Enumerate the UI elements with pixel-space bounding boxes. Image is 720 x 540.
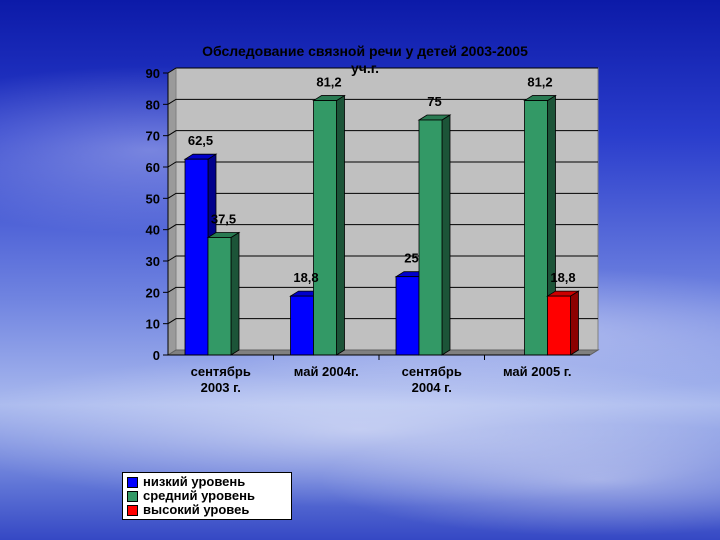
plot-side-wall <box>167 67 177 356</box>
legend-swatch-high <box>127 504 138 516</box>
legend-label-medium: средний уровень <box>143 488 255 503</box>
y-tick-label: 40 <box>146 223 160 238</box>
legend-swatch-medium <box>127 490 138 502</box>
gridline <box>167 255 598 262</box>
gridline <box>167 286 598 293</box>
y-tick-label: 90 <box>146 66 160 81</box>
data-labels: 62,5 37,5 18,8 81,2 25 75 81,2 18,8 <box>188 75 576 286</box>
data-label: 25 <box>404 251 418 266</box>
data-label: 18,8 <box>293 270 318 285</box>
gridline <box>167 318 598 325</box>
legend: низкий уровень средний уровень высокий у… <box>122 472 292 520</box>
y-tick-label: 70 <box>146 129 160 144</box>
y-tick-label: 20 <box>146 285 160 300</box>
y-tick-label: 50 <box>146 191 160 206</box>
data-label: 81,2 <box>316 75 341 90</box>
bar <box>417 114 452 356</box>
y-tick-label: 30 <box>146 254 160 269</box>
legend-item-high: высокий уровеь <box>127 503 287 517</box>
chart-title-line-2: уч.г. <box>351 60 379 76</box>
gridline <box>167 192 598 199</box>
x-tick-label: 2003 г. <box>201 380 241 395</box>
gridline <box>167 224 598 231</box>
y-tick-label: 0 <box>153 348 160 363</box>
gridline <box>167 98 598 105</box>
bar <box>206 231 241 356</box>
bar <box>523 94 557 356</box>
chart-title-line-1: Обследование связной речи у детей 2003-2… <box>202 43 528 59</box>
gridlines <box>167 67 598 325</box>
x-tick-label: сентябрь <box>191 364 251 379</box>
gridline <box>167 161 598 168</box>
bars <box>183 94 580 356</box>
legend-label-low: низкий уровень <box>143 474 246 489</box>
legend-item-medium: средний уровень <box>127 489 287 503</box>
data-label: 81,2 <box>527 75 552 90</box>
legend-swatch-low <box>127 476 138 488</box>
data-label: 37,5 <box>211 212 236 227</box>
data-label: 75 <box>427 94 441 109</box>
legend-item-low: низкий уровень <box>127 475 287 489</box>
x-tick-label: сентябрь <box>402 364 462 379</box>
bar <box>312 94 346 356</box>
gridline <box>167 130 598 137</box>
bar <box>546 290 580 356</box>
legend-label-high: высокий уровеь <box>143 502 250 517</box>
y-tick-label: 60 <box>146 160 160 175</box>
data-label: 18,8 <box>550 270 575 285</box>
gridline <box>167 67 598 74</box>
x-tick-label: май 2005 г. <box>503 364 572 379</box>
y-tick-label: 10 <box>146 317 160 332</box>
x-tick-label: 2004 г. <box>412 380 452 395</box>
data-label: 62,5 <box>188 133 213 148</box>
y-tick-label: 80 <box>146 97 160 112</box>
x-tick-label: май 2004г. <box>294 364 359 379</box>
